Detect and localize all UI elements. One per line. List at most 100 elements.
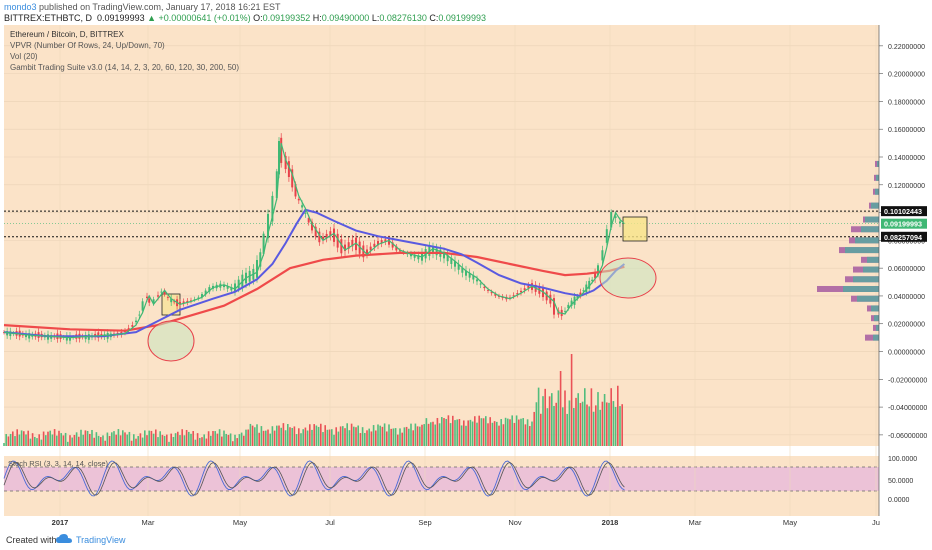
vp-bar-buy — [871, 305, 879, 312]
volume-bar — [227, 434, 230, 446]
volume-bar — [456, 419, 458, 446]
volume-bar — [306, 430, 309, 446]
volume-bar — [441, 417, 443, 446]
volume-bar — [82, 434, 84, 446]
y-tick-label: 0.12000000 — [888, 183, 925, 190]
volume-bar — [177, 431, 179, 446]
volume-bar — [425, 418, 428, 446]
vp-bar-sell — [865, 334, 879, 341]
candle-body — [197, 297, 200, 299]
volume-bar — [214, 431, 216, 446]
candle-body — [413, 254, 416, 258]
volume-bar — [170, 433, 172, 446]
stoch-k-line — [3, 460, 625, 497]
volume-bar — [531, 421, 533, 446]
volume-bar — [80, 429, 82, 446]
volume-bar — [58, 430, 60, 446]
volume-bar — [95, 432, 98, 446]
ma-blue-line — [3, 208, 626, 338]
volume-bar — [201, 437, 203, 446]
candle-body — [322, 236, 324, 241]
volume-bar — [84, 430, 87, 446]
volume-bar — [339, 426, 342, 446]
volume-bar — [379, 425, 381, 446]
volume-bar — [7, 436, 10, 446]
volume-bar — [449, 423, 452, 446]
volume-bar — [12, 431, 14, 446]
vp-bar-buy — [863, 266, 879, 273]
y-tick-label: 0.14000000 — [888, 155, 925, 162]
volume-bar — [579, 403, 582, 446]
candle-body — [329, 231, 332, 237]
candle-body — [294, 183, 297, 197]
candle-body — [545, 291, 548, 301]
legend-gambit: Gambit Trading Suite v3.0 (14, 14, 2, 3,… — [10, 63, 239, 72]
volume-bar — [491, 422, 494, 446]
volume-bar — [93, 437, 95, 446]
x-tick-label: Sep — [418, 518, 431, 527]
candle-body — [520, 290, 522, 293]
volume-bar — [555, 402, 557, 446]
candle-body — [553, 298, 555, 315]
candle-body — [570, 300, 573, 306]
volume-bar — [223, 430, 225, 446]
volume-bar — [324, 425, 326, 446]
volume-bar — [511, 415, 513, 446]
candle-body — [141, 301, 144, 311]
candle-body — [585, 284, 588, 293]
volume-bar — [47, 431, 49, 446]
volume-bar — [128, 431, 131, 446]
candle-body — [465, 270, 467, 276]
volume-bar — [434, 424, 436, 446]
candle-body — [614, 216, 617, 218]
volume-bar — [117, 429, 120, 446]
candle-body — [267, 213, 269, 239]
volume-bar — [482, 418, 485, 446]
vp-bar-buy — [853, 276, 879, 283]
volume-bar — [513, 422, 516, 446]
volume-bar — [14, 436, 16, 446]
volume-bar — [509, 419, 511, 446]
candle-body — [287, 161, 290, 177]
publish-info: published on TradingView.com, January 17… — [39, 2, 281, 12]
volume-bar — [537, 387, 540, 446]
volume-bar — [599, 409, 601, 446]
volume-bar — [67, 441, 69, 446]
volume-bar — [91, 429, 93, 446]
volume-bar — [161, 434, 164, 446]
candle-body — [410, 253, 412, 257]
candle-body — [490, 292, 493, 294]
candle-body — [325, 233, 328, 239]
volume-bar — [311, 429, 313, 446]
volume-bar — [394, 428, 397, 446]
candle-body — [591, 279, 594, 281]
volume-bars — [3, 354, 623, 446]
volume-bar — [267, 429, 269, 446]
volume-bar — [419, 426, 421, 446]
candle-body — [166, 297, 169, 298]
volume-bar — [485, 416, 487, 446]
price-chart[interactable]: 0.22000000 0.20000000 0.18000000 0.16000000… — [0, 25, 932, 528]
volume-bar — [328, 429, 331, 446]
volume-bar — [196, 433, 199, 446]
x-tick-label: Mar — [142, 518, 155, 527]
candle-body — [450, 257, 453, 264]
volume-bar — [155, 429, 157, 446]
volume-bar — [368, 428, 370, 446]
volume-bar — [346, 423, 348, 446]
candle-body — [601, 250, 604, 261]
candle-body — [284, 155, 287, 170]
candle-body — [336, 233, 339, 248]
volume-bar — [353, 426, 355, 446]
candle-body — [230, 287, 233, 291]
volume-bar — [304, 427, 307, 446]
volume-bar — [34, 436, 36, 446]
o-value: 0.09199352 — [262, 13, 311, 23]
vp-bar-buy — [861, 226, 879, 233]
stoch-axis: 100.0000 50.0000 0.0000 — [888, 456, 917, 504]
tradingview-brand[interactable]: TradingView — [76, 535, 126, 545]
volume-bar — [273, 430, 276, 446]
volume-bar — [410, 423, 412, 446]
author-link[interactable]: mondo3 — [4, 2, 37, 12]
volume-bar — [174, 433, 177, 446]
